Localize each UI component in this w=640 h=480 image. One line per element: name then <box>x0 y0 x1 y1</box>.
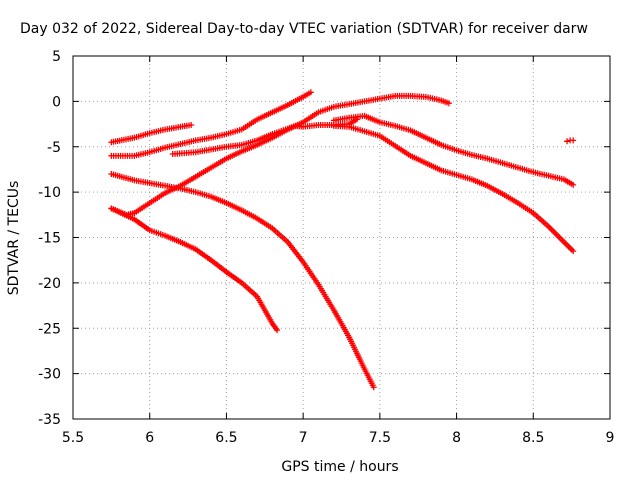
data-point-marker <box>274 327 281 334</box>
y-tick-label: -30 <box>38 367 61 383</box>
x-tick-label: 9 <box>606 430 615 446</box>
series-sat-g <box>330 112 577 188</box>
y-tick-label: -15 <box>38 231 61 247</box>
y-axis-label: SDTVAR / TECUs <box>6 181 22 296</box>
series-sat-i <box>564 137 577 145</box>
data-point-marker <box>570 181 577 188</box>
series-layer <box>108 89 577 391</box>
series-sat-h <box>330 122 577 255</box>
x-tick-label: 5.5 <box>62 430 84 446</box>
data-point-marker <box>307 89 314 96</box>
grid-layer <box>73 56 610 419</box>
data-point-marker <box>445 100 452 107</box>
y-tick-label: -20 <box>38 276 61 292</box>
tick-label-layer: 5.5 6 6.5 7 7.5 8 8.5 9 5 0 -5 -10 -15 -20 -25 -30 -35 <box>38 49 614 446</box>
x-tick-label: 7 <box>299 430 308 446</box>
y-tick-label: -35 <box>38 412 61 428</box>
data-point-marker <box>570 248 577 255</box>
x-tick-label: 8.5 <box>522 430 544 446</box>
x-tick-label: 6 <box>145 430 154 446</box>
series-sat-b <box>108 89 314 159</box>
series-sat-d <box>108 170 377 391</box>
chart-title: Day 032 of 2022, Sidereal Day-to-day VTE… <box>20 21 588 37</box>
data-point-marker <box>370 384 377 391</box>
x-tick-label: 8 <box>452 430 461 446</box>
series-sat-f <box>108 205 281 334</box>
x-tick-label: 7.5 <box>369 430 391 446</box>
data-point-marker <box>564 138 571 145</box>
tick-layer <box>72 55 611 420</box>
y-tick-label: 0 <box>52 94 61 110</box>
data-point-marker <box>188 121 195 128</box>
x-axis-label: GPS time / hours <box>281 459 398 475</box>
series-sat-e <box>108 92 452 218</box>
series-sat-c <box>169 116 360 158</box>
series-sat-a <box>108 121 195 146</box>
data-point-marker <box>570 137 577 144</box>
x-tick-label: 6.5 <box>215 430 237 446</box>
y-tick-label: -10 <box>38 185 61 201</box>
y-tick-label: 5 <box>52 49 61 65</box>
y-tick-label: -25 <box>38 321 61 337</box>
y-tick-label: -5 <box>47 140 61 156</box>
